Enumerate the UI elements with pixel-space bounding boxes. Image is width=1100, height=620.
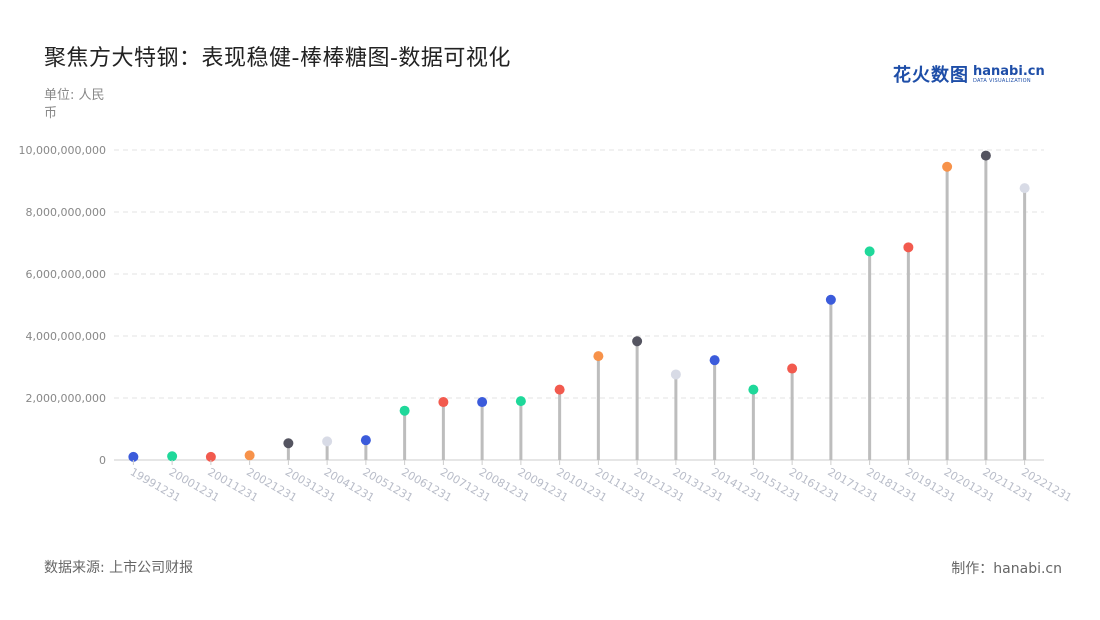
- lollipop-dot[interactable]: [283, 438, 294, 449]
- lollipop-dot[interactable]: [399, 405, 410, 416]
- lollipop-dot[interactable]: [477, 397, 488, 408]
- lollipop-dot[interactable]: [670, 369, 681, 380]
- unit-label: 单位: 人民币: [44, 88, 105, 121]
- x-axis-ticks: 1999123120001231200112312002123120031231…: [128, 460, 1074, 505]
- lollipop-dot[interactable]: [864, 246, 875, 257]
- y-tick-label: 4,000,000,000: [26, 330, 106, 343]
- y-tick-label: 6,000,000,000: [26, 268, 106, 281]
- lollipop-dots: [128, 150, 1030, 462]
- lollipop-dot[interactable]: [244, 450, 255, 461]
- y-tick-label: 10,000,000,000: [19, 144, 106, 157]
- brand-logo: 花火数图 hanabi.cn DATA VISUALIZATION: [893, 60, 1045, 88]
- lollipop-stems: [131, 155, 1027, 460]
- lollipop-dot[interactable]: [825, 294, 836, 305]
- lollipop-dot[interactable]: [205, 451, 216, 462]
- logo-cn-text: 花火数图: [893, 65, 969, 86]
- lollipop-dot[interactable]: [980, 150, 991, 161]
- y-tick-label: 8,000,000,000: [26, 206, 106, 219]
- lollipop-dot[interactable]: [942, 161, 953, 172]
- lollipop-dot[interactable]: [167, 451, 178, 462]
- lollipop-dot[interactable]: [787, 363, 798, 374]
- lollipop-dot[interactable]: [360, 435, 371, 446]
- grid-lines: [114, 149, 1044, 399]
- lollipop-dot[interactable]: [128, 451, 139, 462]
- lollipop-dot[interactable]: [593, 351, 604, 362]
- chart-title: 聚焦方大特钢：表现稳健-棒棒糖图-数据可视化: [44, 46, 511, 71]
- y-tick-label: 2,000,000,000: [26, 392, 106, 405]
- y-tick-label: 0: [99, 454, 106, 467]
- lollipop-dot[interactable]: [709, 355, 720, 366]
- data-source-label: 数据来源: 上市公司财报: [44, 560, 194, 576]
- lollipop-dot[interactable]: [322, 436, 333, 447]
- logo-sub-text: DATA VISUALIZATION: [973, 77, 1031, 84]
- logo-en-text: hanabi.cn: [973, 63, 1045, 79]
- lollipop-dot[interactable]: [1019, 183, 1030, 194]
- credit-label: 制作：hanabi.cn: [951, 561, 1062, 577]
- y-axis-ticks: 0 2,000,000,000 4,000,000,000 6,000,000,000…: [19, 144, 106, 467]
- lollipop-dot[interactable]: [903, 242, 914, 253]
- lollipop-dot[interactable]: [515, 396, 526, 407]
- lollipop-dot[interactable]: [632, 336, 643, 347]
- logo-en-block: hanabi.cn DATA VISUALIZATION: [973, 65, 1045, 84]
- lollipop-dot[interactable]: [554, 384, 565, 395]
- lollipop-dot[interactable]: [748, 384, 759, 395]
- lollipop-dot[interactable]: [438, 397, 449, 408]
